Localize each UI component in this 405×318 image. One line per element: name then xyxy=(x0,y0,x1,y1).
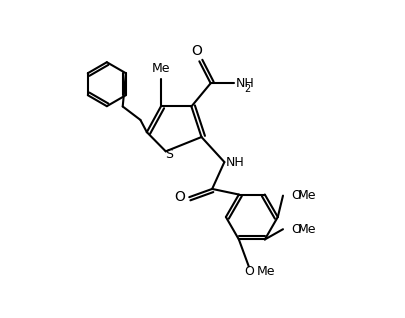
Text: Me: Me xyxy=(151,62,170,75)
Text: O: O xyxy=(291,189,301,202)
Text: Me: Me xyxy=(298,223,316,236)
Text: 2: 2 xyxy=(243,84,249,94)
Text: O: O xyxy=(243,266,253,279)
Text: NH: NH xyxy=(226,156,244,169)
Text: Me: Me xyxy=(256,266,274,279)
Text: S: S xyxy=(164,148,173,161)
Text: O: O xyxy=(291,223,301,236)
Text: Me: Me xyxy=(298,189,316,202)
Text: O: O xyxy=(174,190,185,204)
Text: NH: NH xyxy=(235,77,254,90)
Text: O: O xyxy=(190,44,201,58)
